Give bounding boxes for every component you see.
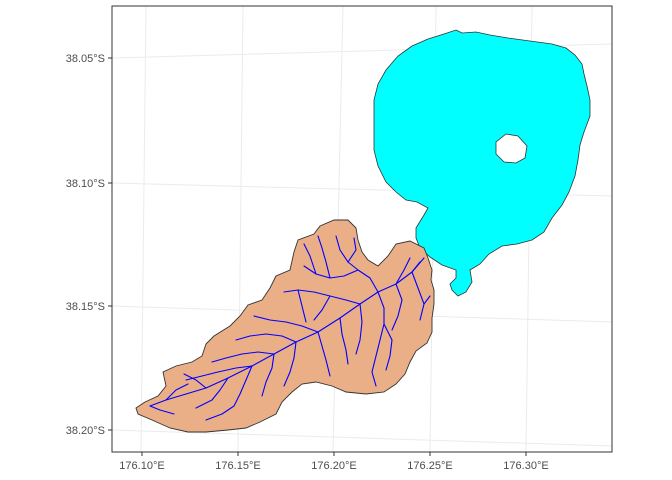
river-network bbox=[149, 235, 431, 421]
river-tributary bbox=[339, 317, 349, 365]
river-tributary bbox=[205, 365, 253, 421]
river-tributary bbox=[235, 333, 297, 343]
river-tributary bbox=[253, 315, 319, 333]
river-tributary bbox=[395, 257, 411, 285]
x-tick-label: 176.20°E bbox=[311, 460, 356, 472]
river-tributary bbox=[317, 331, 331, 377]
river-tributary bbox=[391, 283, 403, 331]
x-tick-label: 176.30°E bbox=[503, 460, 548, 472]
river-tributary bbox=[297, 289, 307, 323]
y-tick-label: 38.15°S bbox=[66, 301, 105, 313]
y-axis: 38.05°S 38.10°S 38.15°S 38.20°S bbox=[66, 53, 112, 437]
river-tributary bbox=[423, 295, 431, 305]
x-tick-label: 176.25°E bbox=[407, 460, 452, 472]
catchment-polygon bbox=[135, 219, 435, 433]
river-tributary bbox=[283, 341, 297, 387]
y-tick-label: 38.20°S bbox=[66, 425, 105, 437]
river-tributary bbox=[149, 405, 175, 415]
x-tick-label: 176.10°E bbox=[119, 460, 164, 472]
graticule-line-lat-38-20 bbox=[111, 429, 613, 447]
river-tributary bbox=[371, 291, 385, 387]
river-tributary bbox=[313, 295, 331, 321]
y-tick-label: 38.05°S bbox=[66, 53, 105, 65]
river-tributary bbox=[347, 237, 357, 263]
x-axis: 176.10°E 176.15°E 176.20°E 176.25°E 176.… bbox=[119, 452, 549, 472]
river-tributary bbox=[165, 383, 189, 401]
river-tributary bbox=[317, 235, 331, 279]
river-tributary bbox=[261, 353, 275, 397]
river-tributary bbox=[411, 261, 421, 273]
river-tributary bbox=[195, 377, 229, 409]
y-tick-label: 38.10°S bbox=[66, 178, 105, 190]
river-tributary bbox=[303, 243, 317, 275]
river-tributary bbox=[185, 365, 253, 381]
river-tributary bbox=[211, 351, 275, 363]
x-tick-label: 176.15°E bbox=[215, 460, 260, 472]
river-tributary bbox=[355, 303, 363, 355]
river-tributary bbox=[183, 373, 207, 389]
river-tributary bbox=[283, 289, 361, 305]
river-tributary bbox=[335, 235, 379, 293]
river-tributary bbox=[383, 323, 393, 371]
graticule-line-lon-176-10 bbox=[140, 5, 147, 453]
panel-border bbox=[111, 5, 613, 453]
river-tributary bbox=[411, 271, 425, 321]
lake-polygon bbox=[373, 29, 591, 297]
